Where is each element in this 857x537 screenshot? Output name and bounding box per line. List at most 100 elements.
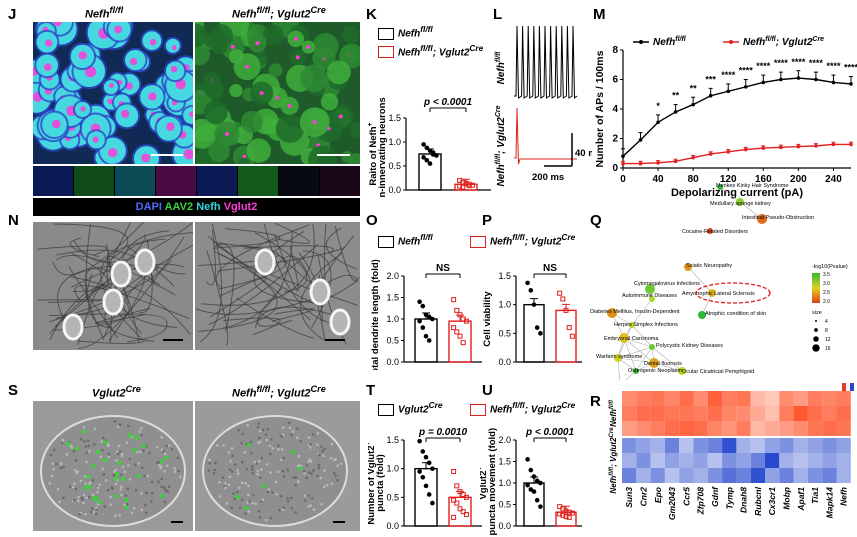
x-tick-label: 40 xyxy=(653,174,665,185)
y-tick-label: 0.5 xyxy=(498,328,511,338)
k-legend: Nefhfl/fl Nefhfl/fl; Vglut2Cre xyxy=(378,24,483,59)
heatmap-cell xyxy=(707,421,723,436)
t-legend: Vglut2Cre xyxy=(378,400,442,416)
data-point xyxy=(423,483,429,489)
panel-label-q: Q xyxy=(590,212,602,229)
heatmap-cell xyxy=(736,406,751,421)
sig-annotation: ** xyxy=(672,91,680,101)
r-heatmap: Sun3 Cnr2 Epo Gm2043 Ccr5 Zfp708 Gdnf Tymp Dnah8… xyxy=(609,383,854,520)
n-micrograph-knockout xyxy=(195,222,360,350)
gene-label: Gdnf xyxy=(710,486,720,507)
heatmap-cell xyxy=(793,438,808,453)
heatmap-cell xyxy=(793,453,808,468)
network-node xyxy=(607,308,617,318)
q-network: Menkes Kinky Hair Syndrome Medullary spon… xyxy=(590,183,848,380)
data-point xyxy=(761,146,766,150)
data-point xyxy=(460,509,466,515)
gene-label: Mobp xyxy=(781,487,791,510)
data-point xyxy=(563,508,569,514)
data-point xyxy=(691,102,695,107)
heatmap-cell xyxy=(636,391,651,406)
y-tick-label: 1.0 xyxy=(498,300,511,310)
heatmap-cell xyxy=(807,468,823,483)
l-traces: 40 mV 200 ms Nefhfl/fl Nefhfl/fl; Vglut2Cre xyxy=(495,25,592,187)
heatmap-cell xyxy=(664,406,680,421)
heatmap-cell xyxy=(750,406,765,421)
gene-label: Gm2043 xyxy=(667,487,677,520)
s-title-left: Vglut2Cre xyxy=(92,384,141,400)
data-point xyxy=(563,514,569,520)
p-legend: Nefhfl/fl; Vglut2Cre xyxy=(470,232,575,248)
heatmap-cell xyxy=(750,468,765,483)
legend-aav2: AAV2 xyxy=(164,201,194,213)
x-axis-label: Depolarizing current (pA) xyxy=(671,187,803,199)
heatmap-cell xyxy=(679,468,694,483)
legend-dapi: DAPI xyxy=(135,201,162,213)
data-point xyxy=(761,80,766,85)
data-point xyxy=(454,500,460,506)
y-tick-label: 1.5 xyxy=(386,293,399,303)
heatmap-cell xyxy=(679,391,694,406)
legend-label: Nefhfl/fl; Vglut2Cre xyxy=(743,36,824,48)
heatmap-cell xyxy=(779,391,794,406)
heatmap-cell xyxy=(836,406,851,421)
heatmap-cell xyxy=(722,406,737,421)
y-tick-label: 2 xyxy=(612,134,618,145)
heatmap-cell xyxy=(650,406,665,421)
heatmap-cell xyxy=(736,468,751,483)
series-line xyxy=(623,143,851,165)
sig-label: p < 0.0001 xyxy=(423,97,473,108)
network-node xyxy=(678,367,686,375)
heatmap-cell xyxy=(636,406,651,421)
network-node xyxy=(645,284,655,294)
heatmap-cell xyxy=(664,391,680,406)
network-node xyxy=(707,228,713,234)
data-point xyxy=(796,76,801,80)
t-chart: 0.0 0.5 1.0 1.5 p = 0.0010 Number of Vglut2+p… xyxy=(368,427,482,531)
data-point xyxy=(457,506,463,512)
data-point xyxy=(849,82,853,86)
data-point xyxy=(460,179,466,185)
y-axis-label: Number of Vglut2+puncta (fold) xyxy=(368,441,386,524)
y-axis-label: Vglut2+ puncta movement (fold) xyxy=(480,428,498,537)
panel-label-n: N xyxy=(8,212,19,229)
heatmap-cell xyxy=(822,453,837,468)
data-point xyxy=(708,93,713,98)
term-label: Intestinal Pseudo-Obstruction xyxy=(742,215,814,221)
heatmap-cell xyxy=(836,391,851,406)
sig-annotation: *** xyxy=(705,74,716,84)
data-point xyxy=(849,142,853,147)
heatmap-cell xyxy=(622,453,637,468)
y-tick-label: 0.0 xyxy=(498,521,511,531)
y-tick-label: 1.0 xyxy=(386,314,399,324)
series-line xyxy=(622,77,852,157)
data-point xyxy=(691,155,695,160)
data-point xyxy=(424,145,430,151)
y-tick-label: 8 xyxy=(612,45,618,56)
size-dot xyxy=(813,336,819,342)
gene-label: Ccr5 xyxy=(681,487,691,506)
network-edge xyxy=(623,337,637,372)
data-point xyxy=(420,303,426,309)
trace-top-label: Nefhfl/fl xyxy=(495,51,507,85)
data-point xyxy=(417,438,422,444)
term-label: Cytomegalovirus Infections xyxy=(634,281,700,287)
data-point xyxy=(779,145,783,150)
heatmap-cell xyxy=(679,406,694,421)
data-point xyxy=(426,492,432,497)
heatmap-cell xyxy=(822,468,837,483)
bar xyxy=(414,318,438,363)
heatmap-cell xyxy=(836,438,851,453)
term-label: Ocular Cicatricial Pemphigoid xyxy=(682,369,754,375)
network-edge xyxy=(719,186,741,203)
data-point xyxy=(560,512,566,518)
y-tick-label: 0.0 xyxy=(388,185,401,195)
network-node xyxy=(708,289,716,297)
k-chart: 0.0 0.5 1.0 1.5 p < 0.0001 Raito of Nefh+skin… xyxy=(368,97,491,198)
data-point xyxy=(831,80,836,85)
term-label: Cocaine-Related Disorders xyxy=(682,229,748,235)
heatmap-cell xyxy=(779,453,794,468)
heatmap-cell xyxy=(722,453,737,468)
network-node xyxy=(717,184,723,190)
x-tick-label: 80 xyxy=(688,174,700,185)
